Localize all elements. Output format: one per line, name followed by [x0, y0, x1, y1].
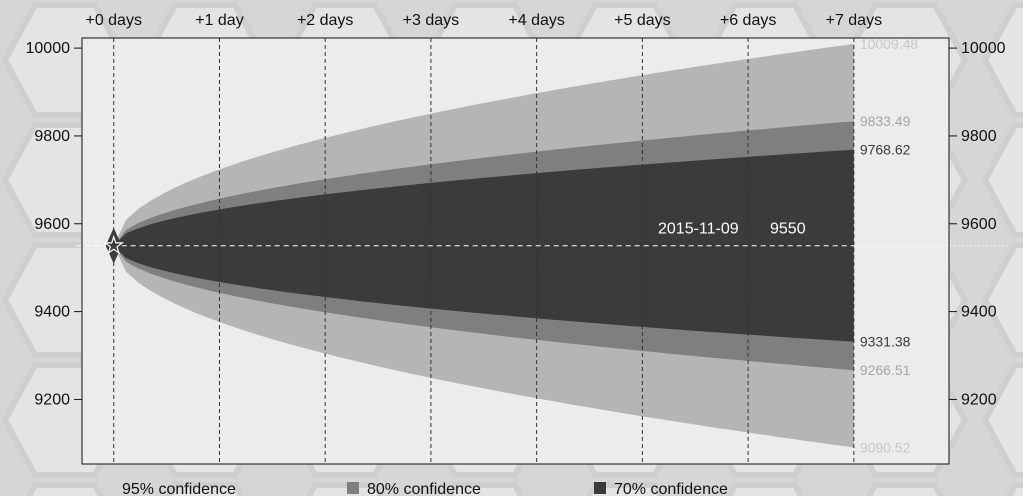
start-marker-diamond: [105, 227, 122, 264]
y-tick-label-left-9400: 9400: [34, 304, 70, 321]
y-tick-label-left-10000: 10000: [26, 40, 71, 57]
center-value-label: 9550: [770, 221, 806, 238]
x-tick-label-2: +2 days: [297, 12, 353, 29]
center-annotation: 2015-11-09 9550: [658, 221, 806, 238]
legend-label-80: 80% confidence: [367, 481, 481, 496]
start-marker-star: [103, 234, 125, 255]
x-tick-label-3: +3 days: [403, 12, 459, 29]
y-tick-label-left-9600: 9600: [34, 216, 70, 233]
plot-border: [81, 37, 950, 465]
y-tick-label-right-10000: 10000: [961, 40, 1006, 57]
y-axis-right: 9200 9400 9600 9800 10000: [949, 40, 1006, 408]
legend-swatch-80: [347, 482, 359, 494]
y-tick-label-left-9800: 9800: [34, 128, 70, 145]
end-label-upper-80: 9833.49: [860, 113, 911, 129]
legend-label-95: 95% confidence: [122, 481, 236, 496]
x-tick-label-5: +5 days: [614, 12, 670, 29]
x-tick-label-6: +6 days: [720, 12, 776, 29]
center-date-label: 2015-11-09: [658, 221, 739, 238]
y-tick-label-right-9600: 9600: [961, 216, 997, 233]
y-axis-left: 9200 9400 9600 9800 10000: [26, 40, 82, 408]
x-tick-label-1: +1 day: [195, 12, 243, 29]
end-label-lower-70: 9331.38: [860, 334, 911, 350]
y-tick-label-right-9800: 9800: [961, 128, 997, 145]
end-label-upper-70: 9768.62: [860, 142, 911, 158]
legend-swatch-70: [594, 482, 606, 494]
y-tick-label-left-9200: 9200: [34, 391, 70, 408]
end-value-labels: 10009.48 9833.49 9768.62 9331.38 9266.51…: [860, 36, 919, 456]
legend: 95% confidence 80% confidence 70% confid…: [122, 481, 728, 496]
x-axis-top: +0 days +1 day +2 days +3 days +4 days +5 day…: [85, 12, 882, 29]
x-tick-label-4: +4 days: [508, 12, 564, 29]
legend-label-70: 70% confidence: [614, 481, 728, 496]
start-marker: [103, 227, 125, 264]
x-tick-label-0: +0 days: [85, 12, 141, 29]
y-tick-label-right-9400: 9400: [961, 304, 997, 321]
end-label-lower-95: 9090.52: [860, 440, 911, 456]
end-label-lower-80: 9266.51: [860, 362, 911, 378]
y-tick-label-right-9200: 9200: [961, 391, 997, 408]
end-label-upper-95: 10009.48: [860, 36, 919, 52]
x-tick-label-7: +7 days: [826, 12, 882, 29]
